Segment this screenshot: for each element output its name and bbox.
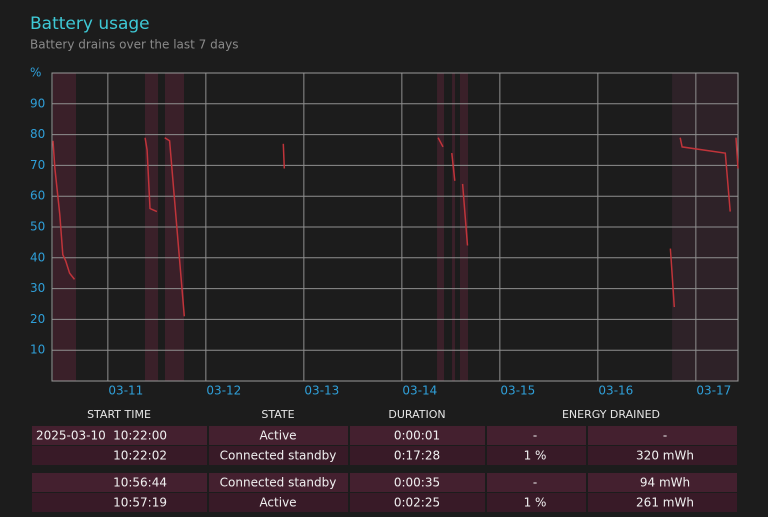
x-tick-label: 03-14 [402, 384, 437, 398]
x-tick-label: 03-11 [108, 384, 143, 398]
table-text: 10:57:19 [113, 496, 167, 510]
x-tick-label: 03-15 [500, 384, 535, 398]
table-text: 0:17:28 [394, 449, 440, 463]
table-cell [209, 473, 348, 492]
table-header: STATE [261, 408, 294, 421]
table-text: 1 % [524, 449, 547, 463]
table-cell [487, 446, 586, 465]
y-tick-label: 80 [30, 127, 45, 141]
table-cell [209, 426, 348, 445]
table-cell [350, 493, 485, 512]
table-cell [350, 446, 485, 465]
table-text: 261 mWh [636, 496, 694, 510]
table-text: 94 mWh [640, 476, 690, 490]
table-cell [32, 446, 207, 465]
subtitle: Battery drains over the last 7 days [30, 38, 238, 52]
table-cell [588, 473, 737, 492]
x-tick-label: 03-16 [598, 384, 633, 398]
table-text: 2025-03-10 [36, 429, 106, 443]
table-text: 320 mWh [636, 449, 694, 463]
y-tick-label: 60 [30, 189, 45, 203]
y-tick-label: 40 [30, 250, 45, 264]
table-cell [32, 426, 207, 445]
table-cell [588, 446, 737, 465]
y-tick-label: 10 [30, 343, 45, 357]
y-tick-label: 70 [30, 158, 45, 172]
table-text: 0:00:35 [394, 476, 440, 490]
table-cell [588, 426, 737, 445]
table-text: 10:56:44 [113, 476, 167, 490]
table-text: Active [259, 429, 296, 443]
table-cell [350, 426, 485, 445]
table-header: DURATION [388, 408, 445, 421]
y-tick-label: 90 [30, 96, 45, 110]
x-tick-label: 03-17 [696, 384, 731, 398]
table-cell [209, 493, 348, 512]
table-text: - [663, 429, 667, 443]
table-text: Connected standby [220, 476, 337, 490]
title: Battery usage [30, 14, 150, 34]
table-cell [350, 473, 485, 492]
table-header: START TIME [87, 408, 151, 421]
table-text: Active [259, 496, 296, 510]
table-text: Connected standby [220, 449, 337, 463]
table-text: 10:22:02 [113, 449, 167, 463]
table-cell [32, 493, 207, 512]
table-text: 10:22:00 [113, 429, 167, 443]
x-tick-label: 03-13 [304, 384, 339, 398]
table-text: 0:00:01 [394, 429, 440, 443]
drain-line [52, 137, 739, 317]
y-tick-label: 50 [30, 220, 45, 234]
y-tick-label: 20 [30, 312, 45, 326]
table-text: 0:02:25 [394, 496, 440, 510]
x-tick-label: 03-12 [206, 384, 241, 398]
table-cell [588, 493, 737, 512]
table-cell [487, 493, 586, 512]
table-header: ENERGY DRAINED [562, 408, 660, 421]
table-text: - [533, 429, 537, 443]
y-tick-label: 30 [30, 281, 45, 295]
table-cell [487, 426, 586, 445]
table-text: 1 % [524, 496, 547, 510]
table-text: - [533, 476, 537, 490]
table-cell [209, 446, 348, 465]
table-cell [487, 473, 586, 492]
plot-frame [51, 72, 739, 382]
y-tick-label: % [30, 66, 41, 80]
table-cell [32, 473, 207, 492]
